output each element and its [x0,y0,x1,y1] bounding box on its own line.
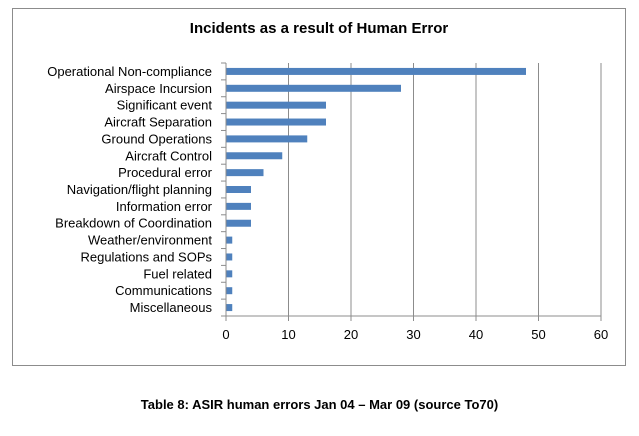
category-label: Operational Non-compliance [47,64,212,79]
category-label: Weather/environment [88,233,212,248]
bars [226,67,526,312]
category-labels: Operational Non-compliance Airspace Incur… [47,64,212,315]
category-label: Aircraft Control [125,148,212,163]
category-label: Ground Operations [101,131,212,146]
category-label: Information error [116,199,213,214]
bar-miscellaneous [226,304,233,312]
bar-regulations-and-sops [226,253,233,261]
category-label: Procedural error [118,165,213,180]
axes [221,62,602,321]
bar-procedural-error [226,169,264,177]
gridlines [288,63,602,316]
chart-frame [12,8,626,366]
x-tick-label-60: 60 [594,327,608,342]
bar-ground-operations [226,135,308,143]
x-tick-label-10: 10 [281,327,295,342]
bar-breakdown-of-coordination [226,219,251,227]
chart-title: Incidents as a result of Human Error [189,20,449,37]
category-label: Fuel related [143,266,212,281]
bar-airspace-incursion [226,84,401,92]
bar-aircraft-separation [226,118,326,126]
category-label: Miscellaneous [130,300,213,315]
x-tick-label-40: 40 [469,327,483,342]
bar-navigation-flight-planning [226,186,251,193]
bar-significant-event [226,101,326,109]
x-tick-label-50: 50 [531,327,545,342]
x-tick-label-0: 0 [222,327,229,342]
category-label: Regulations and SOPs [80,249,212,264]
category-label: Breakdown of Coordination [55,216,212,231]
bar-communications [226,287,233,295]
tick-labels: 0 10 20 30 40 50 60 [222,327,608,342]
category-label: Aircraft Separation [104,115,212,130]
category-label: Navigation/flight planning [67,182,212,197]
bar-operational-non-compliance [226,67,526,75]
table-caption: Table 8: ASIR human errors Jan 04 – Mar … [140,397,499,412]
category-label: Airspace Incursion [105,81,212,96]
bar-information-error [226,202,251,210]
category-label: Communications [115,283,212,298]
bar-weather-environment [226,236,233,244]
category-label: Significant event [117,98,213,113]
bar-fuel-related [226,270,233,278]
x-tick-label-30: 30 [406,327,420,342]
x-tick-label-20: 20 [344,327,358,342]
bar-aircraft-control [226,152,283,160]
